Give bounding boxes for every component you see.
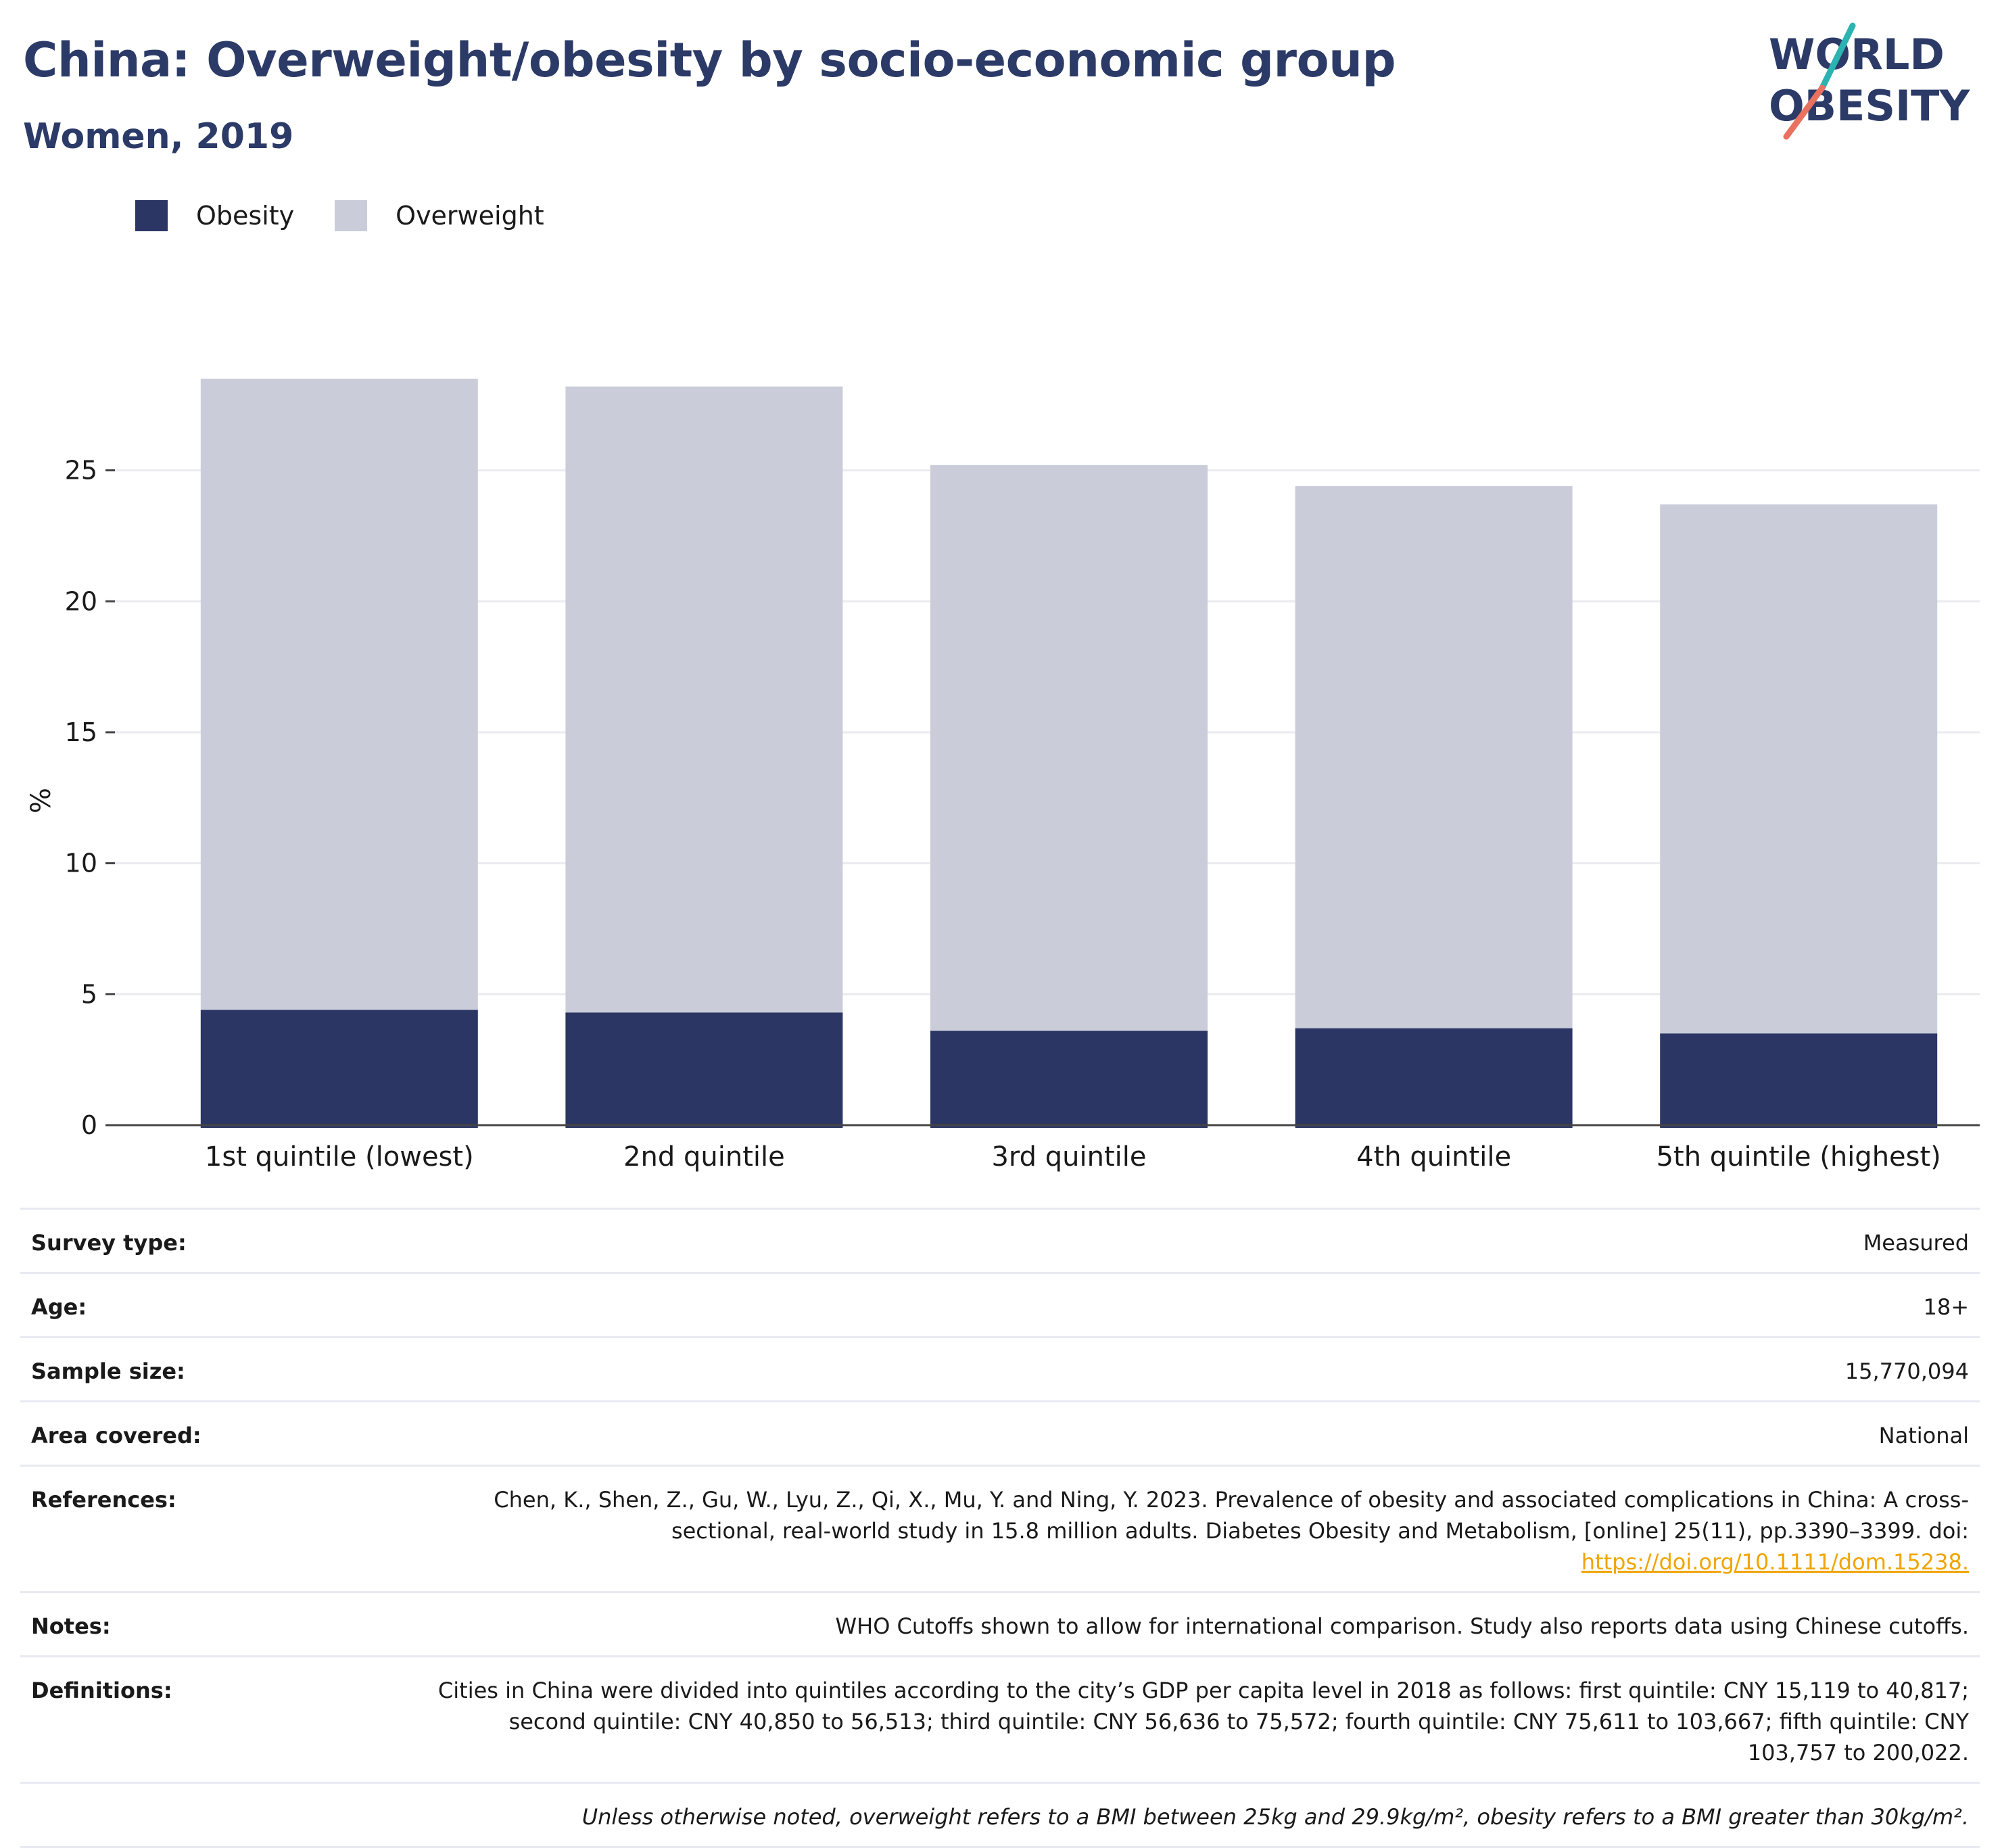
meta-row-area: Area covered: National [20, 1400, 1980, 1465]
meta-value: Cities in China were divided into quinti… [437, 1678, 1969, 1766]
meta-row-sample-size: Sample size: 15,770,094 [20, 1336, 1980, 1400]
meta-row-definitions: Definitions: Cities in China were divide… [20, 1655, 1980, 1782]
legend-label-obesity: Obesity [196, 201, 295, 231]
meta-value: 18+ [1923, 1294, 1969, 1320]
bar-obesity [930, 1030, 1208, 1128]
meta-row-age: Age: 18+ [20, 1272, 1980, 1336]
y-tick-label: 15 [65, 717, 97, 747]
legend-item-obesity[interactable]: Obesity [135, 200, 294, 231]
logo-slash-teal [1819, 22, 1856, 91]
meta-row-notes: Notes: WHO Cutoffs shown to allow for in… [20, 1591, 1980, 1655]
stacked-bar-chart: 0 5 10 15 20 25% 1st quintile (lowest) 2nd quin… [26, 379, 1980, 1172]
meta-label: Survey type: [31, 1230, 187, 1256]
meta-label: Sample size: [31, 1358, 185, 1384]
meta-value-references: Chen, K., Shen, Z., Gu, W., Lyu, Z., Qi,… [414, 1484, 1969, 1578]
legend-item-overweight[interactable]: Overweight [335, 200, 544, 231]
chart-legend: Obesity Overweight [135, 200, 585, 231]
meta-row-footnote: Unless otherwise noted, overweight refer… [20, 1782, 1980, 1848]
meta-value: National [1878, 1423, 1969, 1448]
metadata-table: Survey type: Measured Age: 18+ Sample si… [20, 1208, 1980, 1848]
reference-doi-link[interactable]: https://doi.org/10.1111/dom.15238. [1581, 1549, 1969, 1575]
y-axis-label: % [26, 788, 57, 813]
logo-slash-coral [1783, 85, 1826, 140]
meta-row-survey-type: Survey type: Measured [20, 1208, 1980, 1272]
x-tick-label: 5th quintile (highest) [1657, 1141, 1941, 1172]
legend-swatch-obesity [135, 200, 168, 231]
meta-label: Notes: [31, 1613, 111, 1639]
bar-overweight [930, 465, 1208, 1031]
bar-obesity [565, 1012, 843, 1128]
page-subtitle: Women, 2019 [23, 116, 294, 157]
logo-text-obesity: OBESITY [1769, 81, 1970, 131]
x-tick-label: 2nd quintile [623, 1141, 785, 1172]
reference-text: Chen, K., Shen, Z., Gu, W., Lyu, Z., Qi,… [494, 1487, 1969, 1544]
bar-obesity [200, 1010, 478, 1128]
y-tick-label: 20 [65, 586, 97, 616]
bar-obesity [1660, 1033, 1938, 1128]
x-tick-label: 1st quintile (lowest) [205, 1141, 474, 1172]
logo-text-world: WORLD [1769, 30, 1945, 79]
meta-label: Area covered: [31, 1423, 201, 1448]
y-tick-label: 0 [81, 1110, 97, 1140]
meta-row-references: References: Chen, K., Shen, Z., Gu, W., … [20, 1465, 1980, 1591]
meta-label: Definitions: [31, 1678, 172, 1703]
legend-label-overweight: Overweight [396, 201, 544, 231]
x-tick-label: 3rd quintile [991, 1141, 1146, 1172]
x-tick-label: 4th quintile [1356, 1141, 1511, 1172]
legend-swatch-overweight [335, 200, 368, 231]
meta-value: 15,770,094 [1844, 1358, 1969, 1384]
y-tick-label: 5 [81, 979, 97, 1009]
bar-overweight [565, 386, 843, 1013]
meta-value: WHO Cutoffs shown to allow for internati… [835, 1613, 1969, 1639]
footnote-text: Unless otherwise noted, overweight refer… [581, 1804, 1969, 1830]
meta-label: Age: [31, 1294, 87, 1320]
page-title: China: Overweight/obesity by socio-econo… [23, 32, 1396, 88]
bar-overweight [1660, 504, 1938, 1034]
bar-overweight [1295, 485, 1573, 1028]
y-tick-label: 25 [65, 456, 97, 485]
bar-obesity [1295, 1028, 1573, 1128]
meta-value: Measured [1863, 1230, 1969, 1256]
y-tick-label: 10 [65, 849, 97, 878]
bar-overweight [200, 379, 478, 1010]
meta-label: References: [31, 1487, 176, 1513]
world-obesity-logo: WORLD OBESITY [1769, 22, 1970, 140]
